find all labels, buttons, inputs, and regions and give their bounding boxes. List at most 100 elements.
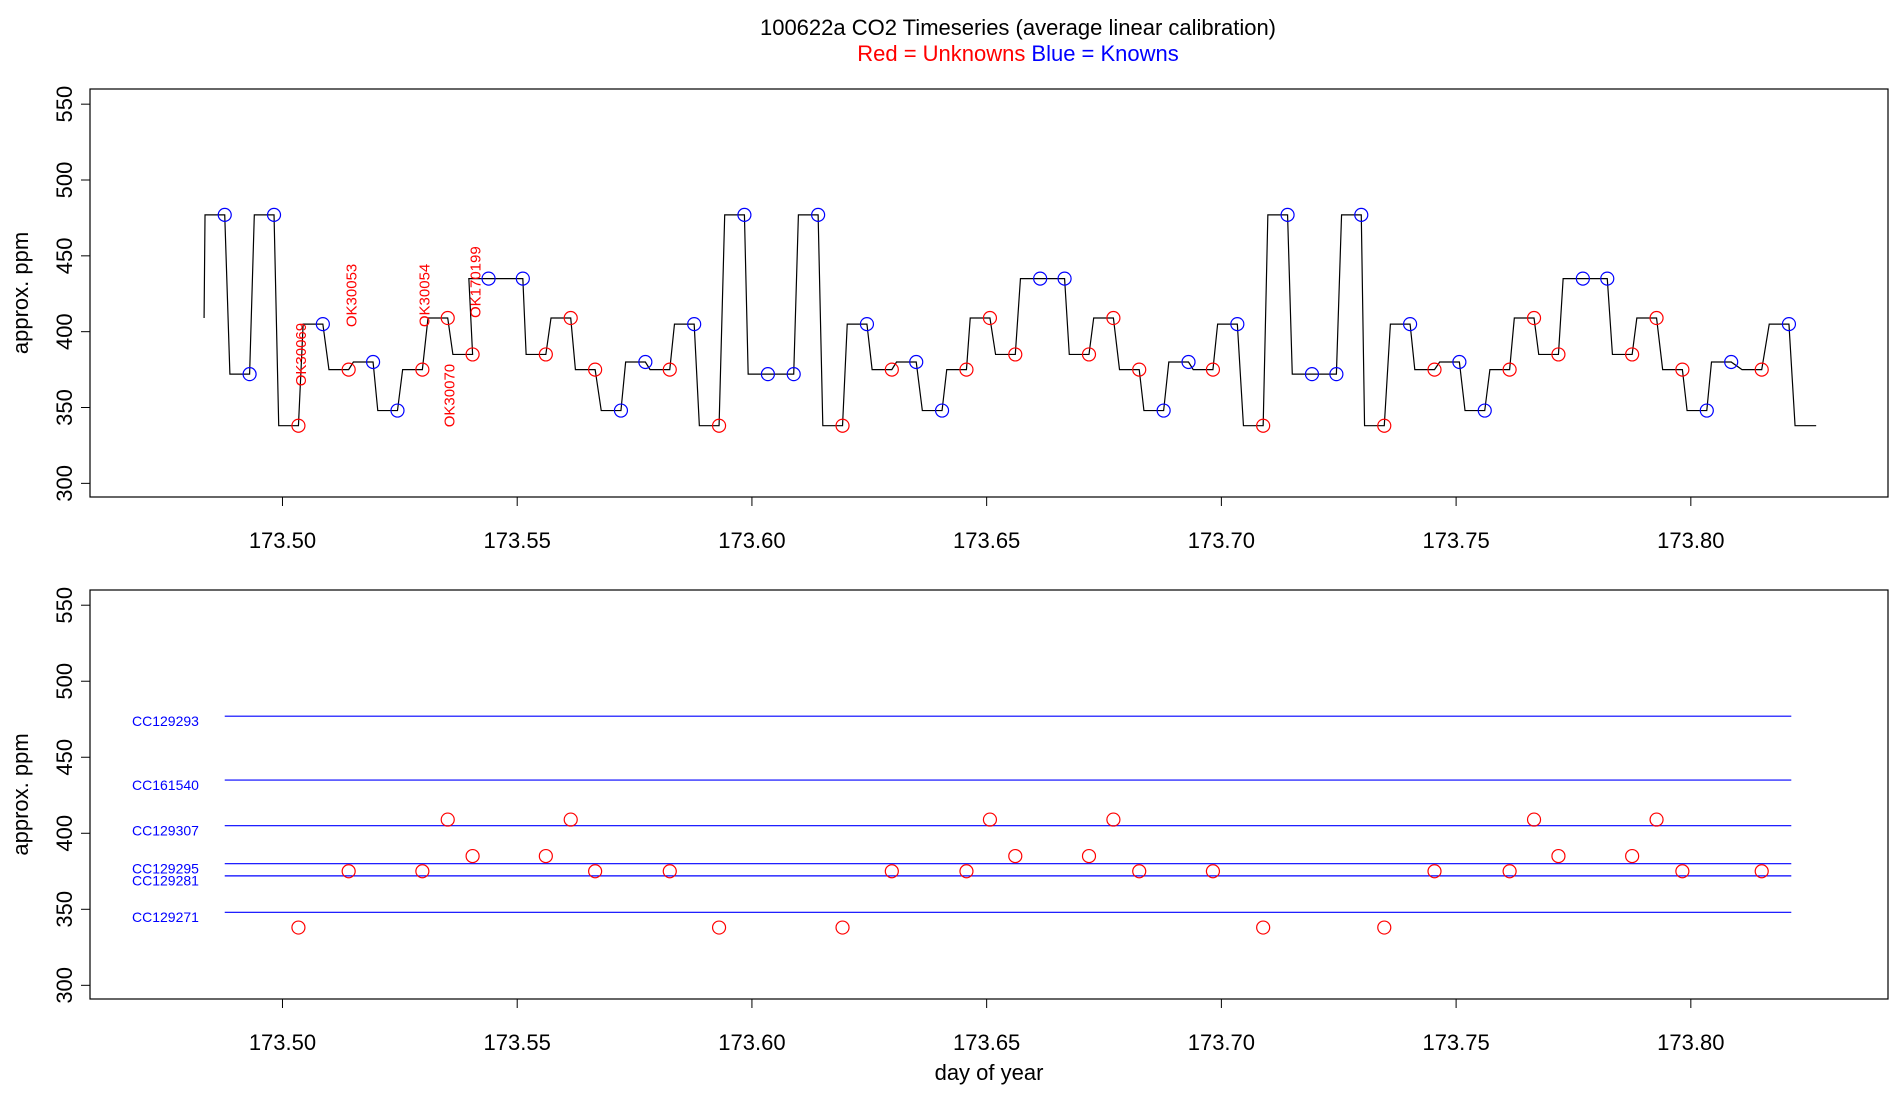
data-point <box>760 367 775 382</box>
data-point <box>1675 362 1690 377</box>
data-point <box>1230 316 1245 332</box>
data-point <box>1106 310 1121 326</box>
data-point <box>835 418 850 433</box>
data-point <box>909 354 924 370</box>
data-point <box>1600 271 1615 286</box>
data-point <box>563 812 578 827</box>
data-point <box>1427 362 1442 377</box>
data-point <box>1754 864 1769 879</box>
plot-frame <box>89 88 1889 498</box>
data-point <box>341 362 356 377</box>
x-tick-label: 173.55 <box>484 528 551 553</box>
y-tick-label: 300 <box>52 465 77 502</box>
y-tick-label: 400 <box>52 815 77 852</box>
data-point <box>291 920 306 935</box>
data-point <box>315 316 330 332</box>
data-point <box>1081 848 1097 864</box>
data-point <box>711 418 727 433</box>
y-tick-label: 400 <box>52 313 77 350</box>
x-tick-label: 173.55 <box>484 1030 551 1055</box>
data-point <box>959 864 974 879</box>
legend-entry: Red = Unknowns <box>857 41 1025 66</box>
data-point <box>1526 812 1542 827</box>
x-tick-label: 173.75 <box>1422 1030 1489 1055</box>
x-tick-label: 173.50 <box>249 1030 316 1055</box>
data-point <box>415 864 430 879</box>
x-tick-label: 173.80 <box>1657 1030 1724 1055</box>
data-point <box>811 207 826 222</box>
legend-entry: Blue = Knowns <box>1031 41 1178 66</box>
data-point <box>1754 362 1769 377</box>
annotation: OK30054 <box>417 264 434 327</box>
x-tick-label: 173.65 <box>953 528 1020 553</box>
data-point <box>1377 920 1392 935</box>
y-tick-label: 500 <box>52 663 77 700</box>
reference-label: CC129281 <box>132 873 199 889</box>
data-point <box>1205 864 1221 879</box>
data-point <box>538 347 553 362</box>
data-point <box>934 403 950 418</box>
data-point <box>1575 271 1590 286</box>
data-point <box>1329 367 1344 382</box>
data-point <box>1304 367 1320 382</box>
reference-label: CC129295 <box>132 860 199 876</box>
x-tick-label: 173.60 <box>718 1030 785 1055</box>
data-point <box>1008 848 1023 864</box>
data-point <box>1181 354 1196 370</box>
plot-frame <box>89 589 1889 1000</box>
data-point <box>662 864 677 879</box>
data-point <box>390 403 405 418</box>
data-point <box>638 354 653 370</box>
data-point <box>1156 403 1171 418</box>
y-tick-label: 500 <box>52 162 77 199</box>
x-tick-label: 173.70 <box>1188 1030 1255 1055</box>
data-point <box>1132 362 1147 377</box>
annotation: OK170199 <box>467 246 484 318</box>
data-point <box>1452 354 1467 370</box>
x-tick-label: 173.60 <box>718 528 785 553</box>
data-point <box>982 812 998 827</box>
chart-title: 100622a CO2 Timeseries (average linear c… <box>760 15 1276 40</box>
data-point <box>1551 347 1566 362</box>
data-point <box>1033 271 1048 286</box>
data-point <box>662 362 677 377</box>
data-point <box>1699 403 1714 418</box>
data-point <box>291 418 306 433</box>
data-point <box>465 848 480 864</box>
legend: Red = Unknowns Blue = Knowns <box>857 41 1179 66</box>
data-point <box>982 310 998 326</box>
data-point <box>959 362 974 377</box>
data-point <box>1781 316 1797 332</box>
x-tick-label: 173.80 <box>1657 528 1724 553</box>
data-point <box>415 362 430 377</box>
data-point <box>835 920 850 935</box>
data-point <box>859 316 875 332</box>
y-tick-label: 300 <box>52 967 77 1004</box>
data-point <box>1256 920 1271 935</box>
annotation: OK30070 <box>442 364 459 427</box>
data-point <box>588 864 603 879</box>
data-point <box>1526 310 1542 326</box>
data-point <box>341 864 356 879</box>
reference-label: CC129307 <box>132 822 199 838</box>
y-tick-label: 450 <box>52 237 77 274</box>
y-axis-label: approx. ppm <box>8 733 33 855</box>
data-point <box>1502 864 1517 879</box>
x-axis-label: day of year <box>935 1060 1044 1085</box>
x-tick-label: 173.65 <box>953 1030 1020 1055</box>
data-point <box>563 310 578 326</box>
x-tick-label: 173.70 <box>1188 528 1255 553</box>
data-point <box>1724 354 1739 370</box>
data-point <box>884 864 899 879</box>
y-tick-label: 350 <box>52 389 77 426</box>
data-point <box>1625 347 1640 362</box>
data-point <box>737 207 752 222</box>
data-point <box>1132 864 1147 879</box>
y-axis-label: approx. ppm <box>8 232 33 354</box>
data-point <box>1625 848 1640 864</box>
data-point <box>242 367 257 382</box>
reference-label: CC129293 <box>132 713 199 729</box>
data-point <box>1502 362 1517 377</box>
